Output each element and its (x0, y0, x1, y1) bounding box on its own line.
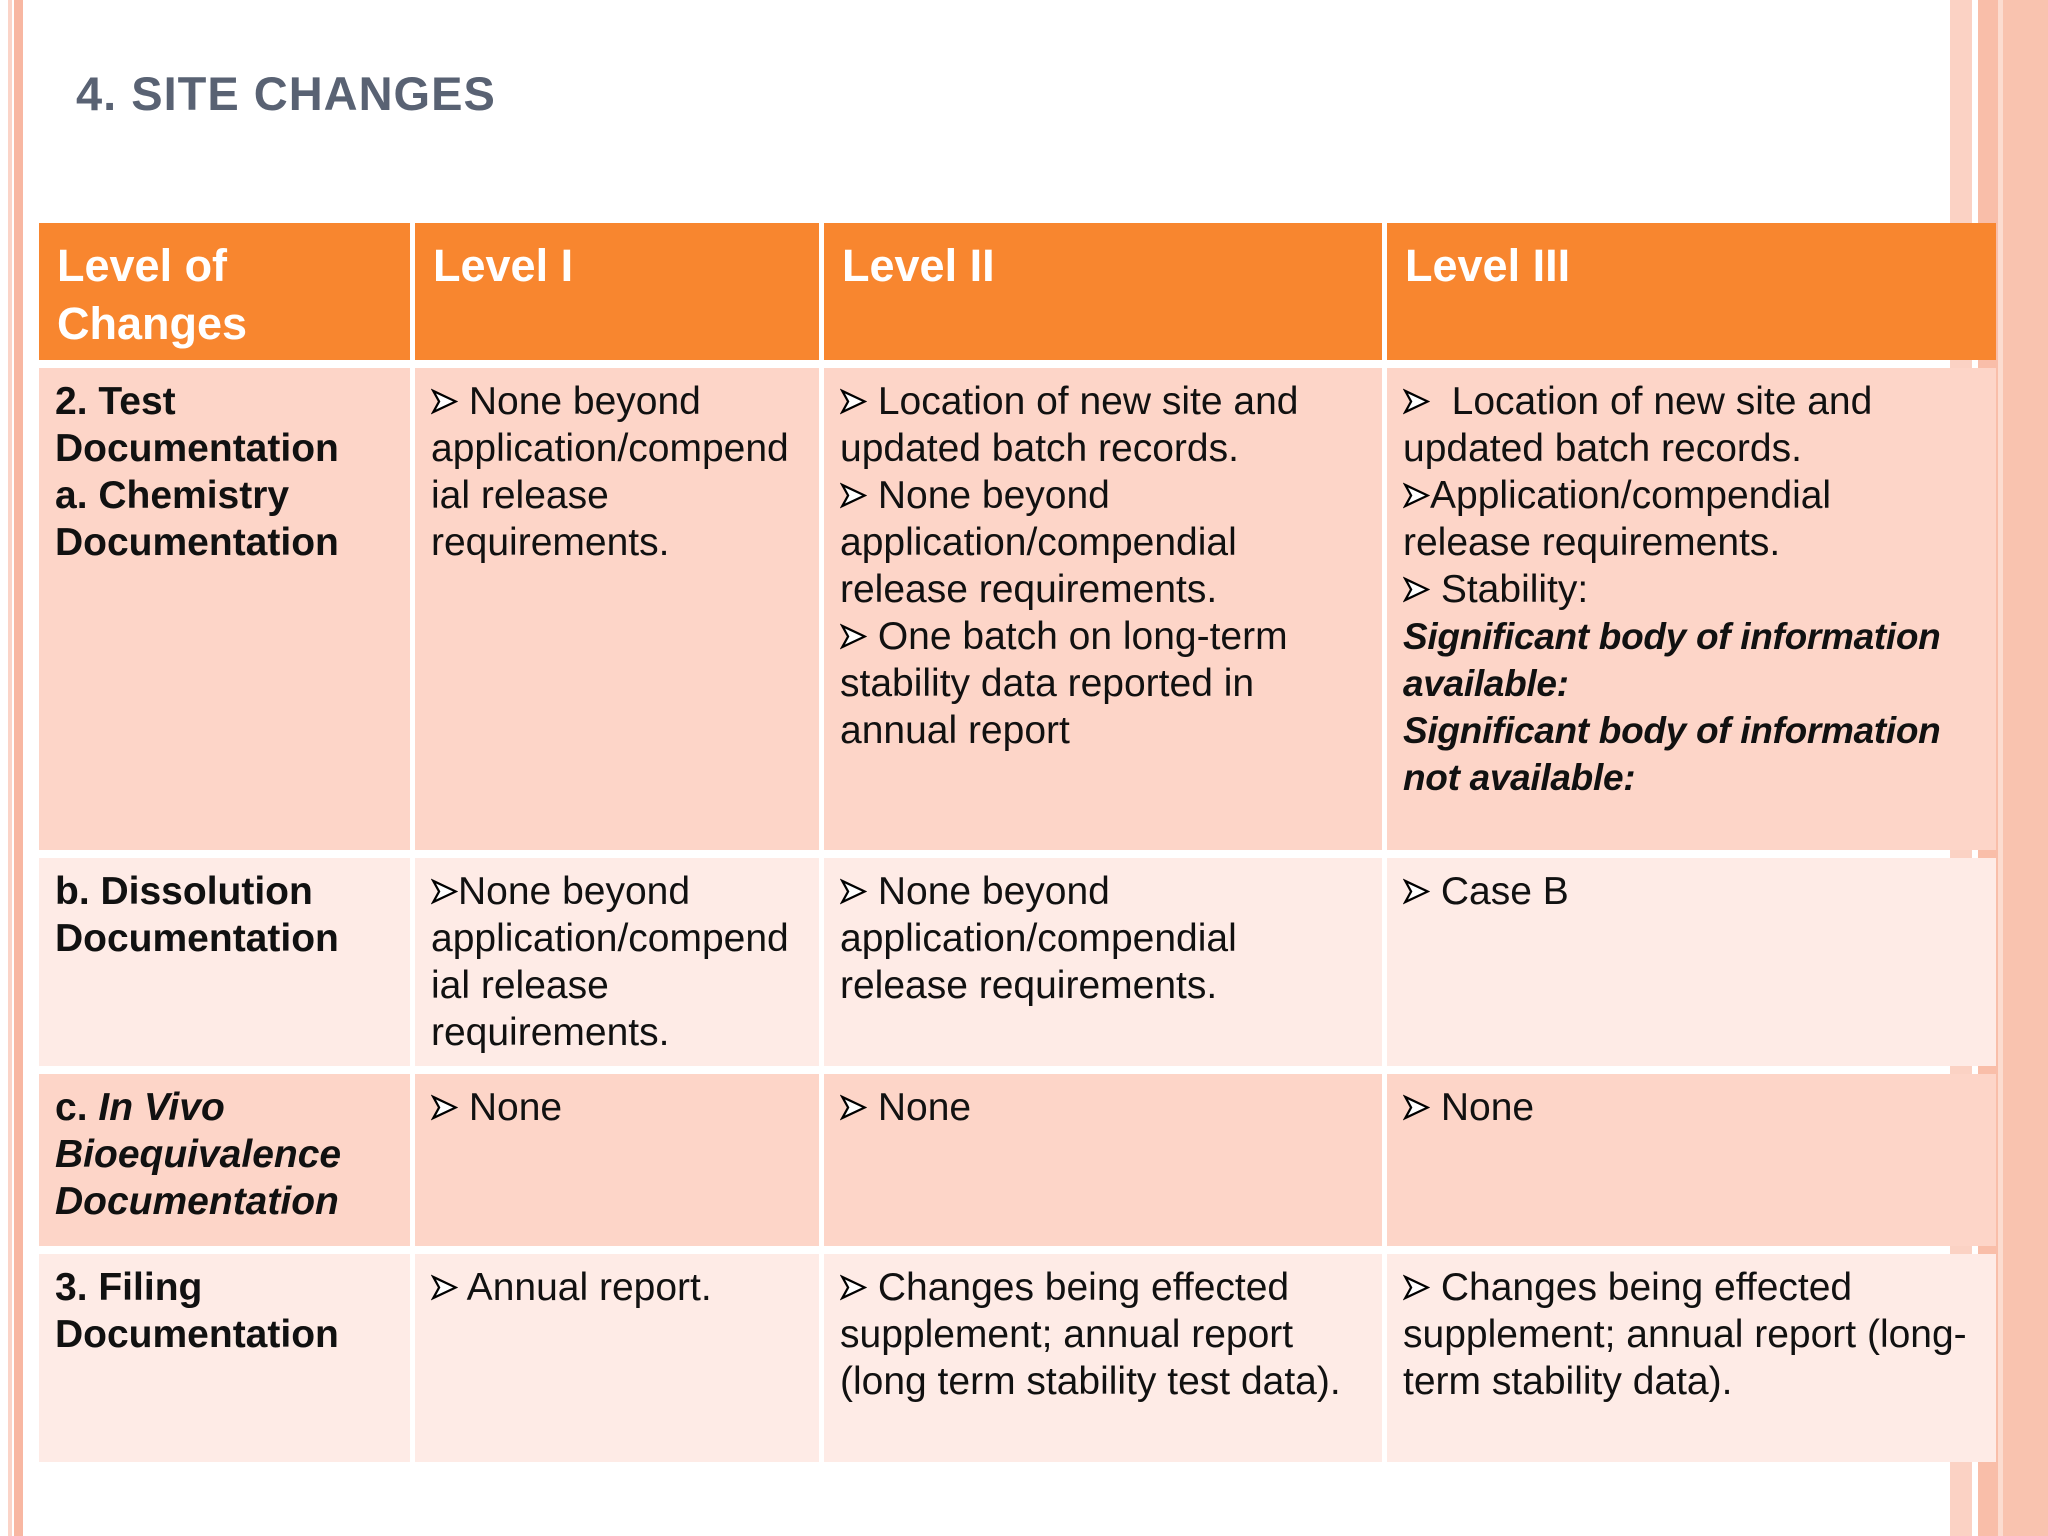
text-item: Significant body of information availabl… (1403, 613, 1980, 707)
cell-text: None beyond application/compend ial rele… (431, 870, 789, 1054)
arrow-bullet-icon (430, 878, 459, 905)
header-cell-level-2: Level II (824, 223, 1382, 360)
arrow-bullet-icon (839, 1094, 868, 1121)
bullet-item: Case B (1402, 868, 1980, 915)
arrow-bullet-icon (1402, 576, 1431, 603)
arrow-bullet-icon (839, 623, 868, 650)
table-cell-filing-documentation: 3. Filing Documentation (39, 1254, 410, 1462)
cell-text: Significant body of information not avai… (1403, 710, 1941, 798)
cell-text: Significant body of information availabl… (1403, 616, 1941, 704)
arrow-bullet-icon (839, 1274, 868, 1301)
arrow-bullet-icon (1402, 1274, 1431, 1301)
text-item: b. Dissolution Documentation (55, 868, 394, 962)
arrow-bullet-icon (430, 1094, 459, 1121)
bullet-item: None beyond application/compend ial rele… (430, 868, 803, 1056)
content-table: Level of Changes Level I Level II Level … (39, 223, 1996, 1462)
cell-text-prefix: c. (55, 1086, 99, 1129)
cell-text: None (1430, 1086, 1535, 1129)
cell-text: Annual report. (458, 1266, 712, 1309)
arrow-bullet-icon (1402, 878, 1431, 905)
arrow-bullet-icon (430, 1274, 459, 1301)
table-cell-row2-level1: None beyond application/compend ial rele… (415, 858, 819, 1066)
arrow-bullet-icon (1402, 482, 1431, 509)
text-item: Significant body of information not avai… (1403, 707, 1980, 801)
table-cell-in-vivo-bioequivalence: c. In Vivo Bioequivalence Documentation (39, 1074, 410, 1246)
arrow-bullet-icon (1402, 1094, 1431, 1121)
text-item: 2. Test Documentation (55, 378, 394, 472)
left-accent-stripe-wide (14, 0, 23, 1536)
arrow-bullet-icon (839, 388, 868, 415)
header-label: Level III (1405, 240, 1571, 291)
right-band-stripe (1998, 0, 2003, 1536)
cell-text: 3. Filing Documentation (55, 1266, 339, 1356)
table-cell-row4-level1: Annual report. (415, 1254, 819, 1462)
bullet-item: Stability: (1402, 566, 1980, 613)
cell-text: None (867, 1086, 972, 1129)
bullet-item: Changes being effected supplement; annua… (1402, 1264, 1980, 1405)
cell-text: Case B (1430, 870, 1569, 913)
cell-text: 2. Test Documentation (55, 380, 339, 470)
table-cell-row4-level3: Changes being effected supplement; annua… (1387, 1254, 1996, 1462)
table-cell-test-documentation: 2. Test Documentation a. Chemistry Docum… (39, 368, 410, 850)
cell-text: Changes being effected supplement; annua… (840, 1266, 1341, 1403)
table-cell-row1-level2: Location of new site and updated batch r… (824, 368, 1382, 850)
table-cell-row3-level1: None (415, 1074, 819, 1246)
cell-text: b. Dissolution Documentation (55, 870, 339, 960)
cell-text: Application/compendial release requireme… (1403, 474, 1832, 564)
arrow-bullet-icon (839, 878, 868, 905)
header-label: Level I (433, 240, 574, 291)
bullet-item: Location of new site and updated batch r… (1402, 378, 1980, 472)
header-cell-level-1: Level I (415, 223, 819, 360)
cell-text: None beyond application/compendial relea… (840, 474, 1237, 611)
cell-text: One batch on long-term stability data re… (840, 615, 1288, 752)
bullet-item: One batch on long-term stability data re… (839, 613, 1366, 754)
bullet-item: Application/compendial release requireme… (1402, 472, 1980, 566)
header-label: Level of Changes (57, 240, 248, 349)
left-accent-stripe-thin (8, 0, 12, 1536)
arrow-bullet-icon (1402, 388, 1431, 415)
table-cell-row3-level2: None (824, 1074, 1382, 1246)
page-title: 4. SITE CHANGES (76, 67, 496, 120)
cell-text: In Vivo Bioequivalence Documentation (55, 1086, 342, 1223)
cell-text: a. Chemistry Documentation (55, 474, 339, 564)
bullet-item: None beyond application/compendial relea… (839, 472, 1366, 613)
bullet-item: None (1402, 1084, 1980, 1131)
cell-text: Changes being effected supplement; annua… (1403, 1266, 1967, 1403)
bullet-item: None beyond application/compendial relea… (839, 868, 1366, 1009)
bullet-item: None (430, 1084, 803, 1131)
bullet-item: None beyond application/compend ial rele… (430, 378, 803, 566)
table-cell-row3-level3: None (1387, 1074, 1996, 1246)
text-item: c. In Vivo Bioequivalence Documentation (55, 1084, 394, 1225)
cell-text: Location of new site and updated batch r… (840, 380, 1299, 470)
arrow-bullet-icon (430, 388, 459, 415)
bullet-item: Location of new site and updated batch r… (839, 378, 1366, 472)
cell-text: None beyond application/compendial relea… (840, 870, 1237, 1007)
right-band-stripe (2003, 0, 2048, 1536)
arrow-bullet-icon (839, 482, 868, 509)
table-cell-row2-level3: Case B (1387, 858, 1996, 1066)
header-cell-level-3: Level III (1387, 223, 1996, 360)
bullet-item: Changes being effected supplement; annua… (839, 1264, 1366, 1405)
text-item: a. Chemistry Documentation (55, 472, 394, 566)
bullet-item: Annual report. (430, 1264, 803, 1311)
table-cell-row4-level2: Changes being effected supplement; annua… (824, 1254, 1382, 1462)
header-label: Level II (842, 240, 995, 291)
bullet-item: None (839, 1084, 1366, 1131)
table-cell-row1-level1: None beyond application/compend ial rele… (415, 368, 819, 850)
cell-text: None (458, 1086, 563, 1129)
header-cell-level-of-changes: Level of Changes (39, 223, 410, 360)
cell-text: Location of new site and updated batch r… (1403, 380, 1873, 470)
cell-text: Stability: (1430, 568, 1589, 611)
table-cell-row1-level3: Location of new site and updated batch r… (1387, 368, 1996, 850)
table-cell-row2-level2: None beyond application/compendial relea… (824, 858, 1382, 1066)
cell-text: None beyond application/compend ial rele… (431, 380, 789, 564)
table-cell-dissolution-documentation: b. Dissolution Documentation (39, 858, 410, 1066)
text-item: 3. Filing Documentation (55, 1264, 394, 1358)
